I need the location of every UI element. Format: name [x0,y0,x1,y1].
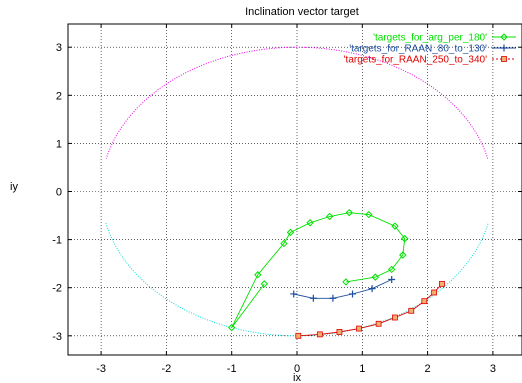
data-point [295,332,302,339]
y-axis-label: iy [10,181,18,193]
legend-label: 'targets_for_RAAN_250_to_340' [344,55,487,66]
data-point [500,44,508,52]
data-point [309,294,317,302]
data-point [316,331,323,338]
series [227,208,445,339]
data-point [421,298,428,305]
background-arcs [105,46,489,337]
lower-left-arc [105,222,297,337]
y-tick-label: 2 [56,90,62,102]
series-line [231,212,406,328]
data-point [349,290,357,298]
data-point [260,280,269,288]
data-point [290,290,298,298]
data-point [408,307,415,314]
y-tick-label: -2 [52,283,62,295]
x-tick-label: 1 [359,363,365,375]
x-tick-label: -3 [96,363,106,375]
y-tick-label: -1 [52,235,62,247]
y-tick-label: 1 [56,138,62,150]
x-tick-label: 0 [294,363,300,375]
y-tick-label: 0 [56,187,62,199]
lower-right-arc [297,222,489,337]
data-point [336,329,343,335]
data-point [439,280,445,287]
data-point [391,222,399,230]
y-tick-label: 3 [56,42,62,54]
x-tick-label: -2 [162,363,172,375]
data-point [342,278,350,286]
data-point [345,208,353,217]
y-tick-label: -3 [52,331,62,343]
x-axis-label: ix [293,372,301,383]
legend-label: 'targets_for_RAAN_80_to_130' [349,44,487,55]
data-point [500,33,508,41]
series-0 [227,208,409,332]
data-point [306,219,314,227]
data-point [431,289,438,296]
data-point [388,276,396,284]
series-line [293,279,392,299]
data-point [392,314,398,321]
data-point [254,271,262,279]
x-tick-label: -1 [227,363,237,375]
data-point [371,273,380,281]
data-point [399,251,407,259]
ticks: -3 -2 -1 0 1 2 3 3 2 1 0 -1 -2 -3 [52,24,522,375]
grid [68,24,522,355]
x-tick-label: 3 [490,363,496,375]
data-point [325,212,334,221]
data-point [365,210,373,219]
series-2 [295,280,445,339]
data-point [286,228,295,237]
data-point [368,285,376,293]
series-line [298,283,443,337]
data-point [329,294,337,302]
data-point [227,323,236,332]
chart-title: Inclination vector target [245,6,359,18]
legend: 'targets_for_arg_per_180''targets_for_RA… [344,33,516,66]
x-tick-label: 2 [425,363,431,375]
data-point [375,320,382,327]
data-point [356,325,362,332]
legend-label: 'targets_for_arg_per_180' [373,33,487,44]
data-point [387,265,396,274]
data-point [280,239,288,248]
series-1 [290,276,396,302]
upper-arc [105,46,489,159]
data-point [501,56,507,62]
plot-frame [67,23,522,356]
data-point [401,234,409,243]
